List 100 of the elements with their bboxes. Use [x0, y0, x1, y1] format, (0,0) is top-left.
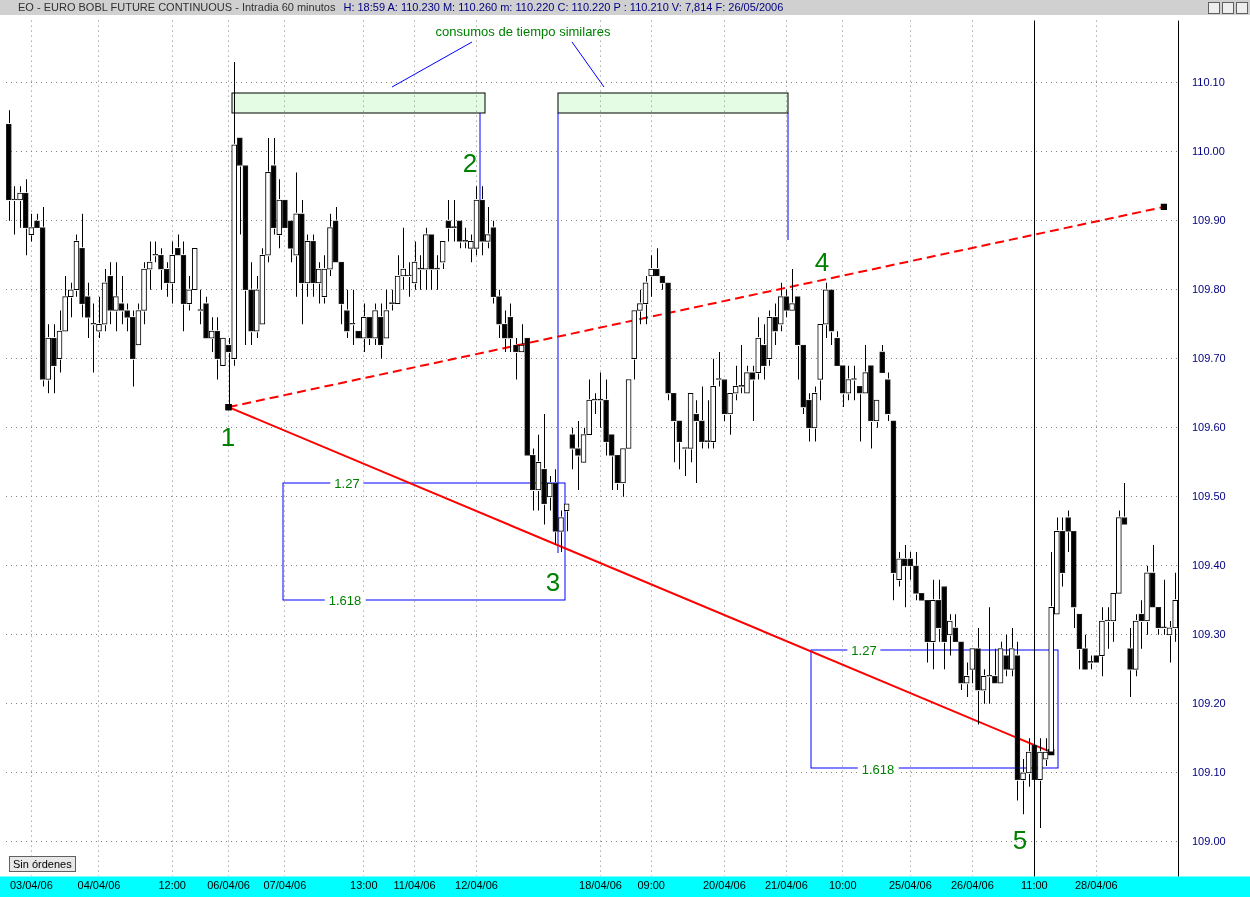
annotation: consumos de tiempo similares	[435, 23, 611, 39]
candlestick	[175, 234, 181, 256]
candlestick	[276, 179, 283, 249]
candlestick	[924, 600, 931, 663]
y-tick-label: 109.10	[1192, 765, 1226, 778]
y-tick-label: 109.50	[1192, 489, 1226, 502]
candlestick	[1020, 759, 1026, 815]
x-tick-label: 13:00	[350, 879, 378, 892]
candlestick	[1065, 510, 1071, 553]
candlestick	[22, 179, 29, 256]
x-tick-label: 12:00	[158, 879, 186, 892]
candlestick	[913, 552, 919, 601]
y-tick-label: 109.20	[1192, 696, 1226, 709]
candlestick	[327, 213, 333, 276]
y-tick-label: 109.30	[1192, 627, 1226, 640]
candlestick	[248, 262, 254, 345]
candlestick	[637, 289, 643, 325]
candlestick	[1132, 614, 1139, 677]
candlestick	[603, 379, 609, 456]
candlestick	[879, 344, 886, 373]
candlestick	[823, 282, 829, 339]
candlestick	[158, 248, 164, 290]
candlestick	[727, 392, 733, 435]
candlestick	[597, 372, 604, 428]
candlestick	[563, 503, 570, 532]
candlestick	[665, 282, 671, 401]
candlestick	[856, 386, 863, 442]
candlestick	[569, 427, 576, 470]
x-tick-label: 11:00	[1020, 879, 1048, 892]
annotation: 1.618	[324, 592, 366, 608]
candlestick	[146, 241, 153, 290]
candlestick	[265, 137, 271, 263]
candlestick	[496, 289, 502, 339]
x-tick-label: 25/04/06	[888, 879, 932, 892]
annotation: 1.27	[330, 475, 364, 491]
x-tick-label: 20/04/06	[703, 879, 746, 892]
candlestick	[220, 337, 226, 367]
candlestick	[113, 262, 119, 332]
candlestick	[749, 365, 756, 421]
candlestick	[930, 579, 936, 670]
candlestick	[1099, 607, 1105, 677]
candlestick	[439, 241, 446, 270]
x-tick-label: 06/04/06	[207, 879, 250, 892]
candlestick	[1025, 738, 1032, 787]
candlestick	[231, 62, 238, 366]
x-tick-label: 26/04/06	[950, 879, 994, 892]
candlestick	[777, 282, 784, 332]
x-tick-label: 04/04/06	[77, 879, 121, 892]
x-tick-label: 07/04/06	[263, 879, 307, 892]
candlestick	[1116, 510, 1122, 594]
y-tick-label: 109.40	[1192, 558, 1226, 571]
x-tick-label: 12/04/06	[455, 879, 498, 892]
x-tick-label: 18/04/06	[579, 879, 622, 892]
candlestick	[445, 200, 452, 242]
x-tick-label: 11/04/06	[393, 879, 436, 892]
candlestick	[653, 248, 660, 277]
annotation: Sin órdenes	[9, 856, 76, 872]
candlestick	[1155, 606, 1162, 635]
annotation: 3	[545, 567, 561, 597]
chart-subtitle: H: 18:59 A: 110.230 M: 110.260 m: 110.220 C: 110.220 P : 110.210 V: 7,814 F: 26/05/2006	[343, 1, 784, 13]
x-tick-label: 10:00	[828, 879, 857, 892]
candlestick	[1008, 627, 1015, 677]
candlestick	[17, 186, 23, 228]
annotation: 2	[462, 148, 478, 178]
y-tick-label: 109.70	[1192, 351, 1226, 364]
candlestick	[96, 296, 102, 339]
annotation: 5	[1012, 825, 1028, 855]
x-tick-label: 09:00	[637, 879, 665, 892]
x-tick-label: 03/04/06	[9, 879, 53, 892]
annotation: 1.27	[847, 642, 881, 658]
candlestick	[834, 331, 840, 367]
candlestick	[67, 282, 74, 318]
y-tick-label: 109.80	[1192, 282, 1226, 295]
candlestick	[631, 310, 638, 380]
candlestick	[896, 552, 902, 587]
candlestick	[710, 358, 716, 449]
y-tick-label: 110.00	[1192, 144, 1225, 157]
candlestick	[118, 275, 125, 325]
annotation: 4	[814, 247, 830, 277]
candlestick	[422, 227, 429, 290]
y-tick-label: 109.60	[1192, 420, 1226, 433]
candlestick	[1110, 593, 1117, 642]
candlestick	[744, 365, 750, 394]
candlestick	[360, 303, 367, 352]
candlestick	[732, 365, 739, 401]
candlestick	[141, 262, 147, 325]
x-tick-label: 21/04/06	[764, 879, 808, 892]
y-tick-label: 109.00	[1192, 834, 1226, 847]
annotation: 1.618	[857, 761, 899, 777]
candlestick	[169, 241, 176, 304]
chart-title: EO - EURO BOBL FUTURE CONTINUOUS - Intradia 60 minutos	[18, 1, 336, 13]
y-tick-label: 109.90	[1192, 213, 1226, 226]
candlestick	[789, 269, 795, 311]
candlestick	[349, 289, 356, 345]
candlestick	[293, 172, 300, 297]
candlestick	[1121, 483, 1128, 525]
x-tick-label: 28/04/06	[1074, 879, 1118, 892]
candlestick	[338, 261, 345, 325]
y-tick-label: 110.10	[1192, 75, 1225, 88]
annotation: 1	[220, 422, 236, 452]
